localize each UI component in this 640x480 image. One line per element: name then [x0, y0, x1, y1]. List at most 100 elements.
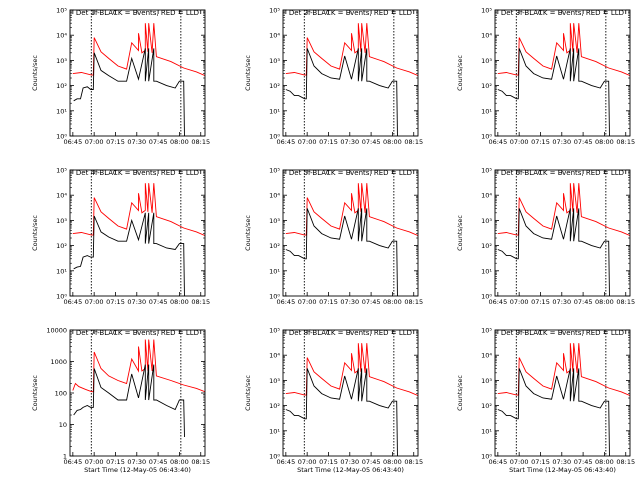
panel-title: Det 9f-BLACK = Events, RED = LLD [501, 329, 624, 337]
plot-frame [69, 329, 206, 457]
y-tick-label: 10² [56, 242, 67, 250]
y-tick-label: 10² [269, 242, 280, 250]
x-tick-label: 08:00 [383, 138, 402, 146]
y-tick-label: 10⁴ [481, 352, 492, 360]
y-axis-label: Counts/sec [456, 215, 464, 251]
lld-series-line [285, 343, 418, 397]
y-tick-label: 10⁴ [269, 352, 280, 360]
x-tick-label: 08:15 [191, 138, 210, 146]
x-tick-label: 08:15 [404, 298, 423, 306]
panel-title: Det 6f-BLACK = Events, RED = LLD [501, 169, 624, 177]
y-tick-label: 10³ [56, 57, 67, 65]
detector-panel: Det 2f-BLACK = Events, RED = LLD Counts/s… [244, 7, 423, 147]
panel-title: Det 1f-BLACK = Events, RED = LLD [76, 9, 199, 17]
y-axis-label: Counts/sec [31, 55, 39, 91]
x-tick-label: 07:45 [362, 138, 381, 146]
x-tick-label: 06:45 [276, 458, 295, 466]
y-tick-label: 10¹ [481, 267, 492, 275]
x-tick-label: 07:30 [127, 298, 146, 306]
events-series-line [73, 48, 185, 136]
plot-frame [282, 9, 419, 137]
y-tick-label: 10⁴ [269, 192, 280, 200]
y-axis-label: Counts/sec [244, 55, 252, 91]
lld-series-line [285, 183, 418, 237]
detector-panel: Det 8f-BLACK = Events, RED = LLD Counts/s… [244, 327, 423, 475]
x-tick-label: 06:45 [63, 458, 82, 466]
y-tick-label: 10¹ [269, 107, 280, 115]
lld-series-line [285, 23, 418, 77]
y-tick-label: 10¹ [481, 427, 492, 435]
x-tick-label: 07:45 [362, 298, 381, 306]
x-tick-label: 07:00 [85, 138, 104, 146]
detector-panel: Det 6f-BLACK = Events, RED = LLD Counts/s… [456, 167, 635, 307]
panel-title: Det 4f-BLACK = Events, RED = LLD [76, 169, 199, 177]
y-tick-label: 10⁵ [269, 327, 280, 335]
x-tick-label: 07:00 [298, 298, 317, 306]
x-tick-label: 07:00 [298, 138, 317, 146]
y-tick-label: 10² [481, 242, 492, 250]
y-tick-label: 100 [55, 390, 67, 398]
y-tick-label: 10³ [481, 377, 492, 385]
x-tick-label: 07:15 [531, 298, 550, 306]
x-tick-label: 07:45 [149, 138, 168, 146]
y-tick-label: 10⁰ [269, 133, 280, 141]
y-tick-label: 10² [481, 82, 492, 90]
y-tick-label: 10⁵ [481, 167, 492, 175]
plot-frame [494, 169, 631, 297]
x-tick-label: 08:15 [191, 458, 210, 466]
x-tick-label: 07:45 [362, 458, 381, 466]
x-tick-label: 08:00 [170, 458, 189, 466]
y-tick-label: 10¹ [56, 107, 67, 115]
x-tick-label: 07:15 [319, 298, 338, 306]
detector-panel: Det 7f-BLACK = Events, RED = LLD Counts/s… [31, 327, 210, 475]
y-tick-label: 10⁴ [269, 32, 280, 40]
x-tick-label: 07:30 [340, 458, 359, 466]
y-tick-label: 10⁰ [269, 453, 280, 461]
events-series-line [73, 364, 185, 438]
y-tick-label: 10⁴ [481, 32, 492, 40]
y-tick-label: 10³ [269, 57, 280, 65]
x-tick-label: 08:00 [595, 138, 614, 146]
y-axis-label: Counts/sec [31, 375, 39, 411]
x-tick-label: 07:15 [531, 458, 550, 466]
x-tick-label: 07:30 [552, 138, 571, 146]
y-tick-label: 10³ [481, 217, 492, 225]
lld-series-line [72, 23, 205, 77]
y-tick-label: 10⁰ [481, 293, 492, 301]
events-series-line [497, 368, 610, 456]
plot-frame [69, 169, 206, 297]
panel-title: Det 2f-BLACK = Events, RED = LLD [289, 9, 412, 17]
y-tick-label: 10 [59, 421, 67, 429]
y-tick-label: 10² [56, 82, 67, 90]
y-tick-label: 10⁵ [481, 327, 492, 335]
x-tick-label: 07:00 [298, 458, 317, 466]
x-tick-label: 07:00 [510, 138, 529, 146]
x-tick-label: 07:30 [552, 298, 571, 306]
x-tick-label: 08:00 [595, 458, 614, 466]
x-axis-label: Start Time (12-May-05 06:43:40) [84, 466, 191, 474]
x-tick-label: 08:00 [595, 298, 614, 306]
y-tick-label: 10³ [56, 217, 67, 225]
x-tick-label: 06:45 [488, 138, 507, 146]
lld-series-line [497, 23, 630, 77]
x-tick-label: 08:15 [616, 458, 635, 466]
x-axis-label: Start Time (12-May-05 06:43:40) [509, 466, 616, 474]
y-tick-label: 10⁵ [269, 167, 280, 175]
y-tick-label: 10² [269, 402, 280, 410]
y-tick-label: 10¹ [56, 267, 67, 275]
x-tick-label: 07:30 [127, 458, 146, 466]
x-tick-label: 08:15 [191, 298, 210, 306]
y-tick-label: 10³ [269, 217, 280, 225]
detector-panel: Det 1f-BLACK = Events, RED = LLD Counts/s… [31, 7, 210, 147]
x-tick-label: 06:45 [63, 298, 82, 306]
events-series-line [497, 48, 610, 136]
x-tick-label: 07:15 [106, 458, 125, 466]
x-tick-label: 07:30 [340, 138, 359, 146]
x-tick-label: 07:00 [85, 458, 104, 466]
y-tick-label: 10000 [46, 327, 67, 335]
events-series-line [285, 208, 398, 296]
y-axis-label: Counts/sec [456, 375, 464, 411]
x-tick-label: 06:45 [276, 298, 295, 306]
x-tick-label: 08:00 [383, 298, 402, 306]
